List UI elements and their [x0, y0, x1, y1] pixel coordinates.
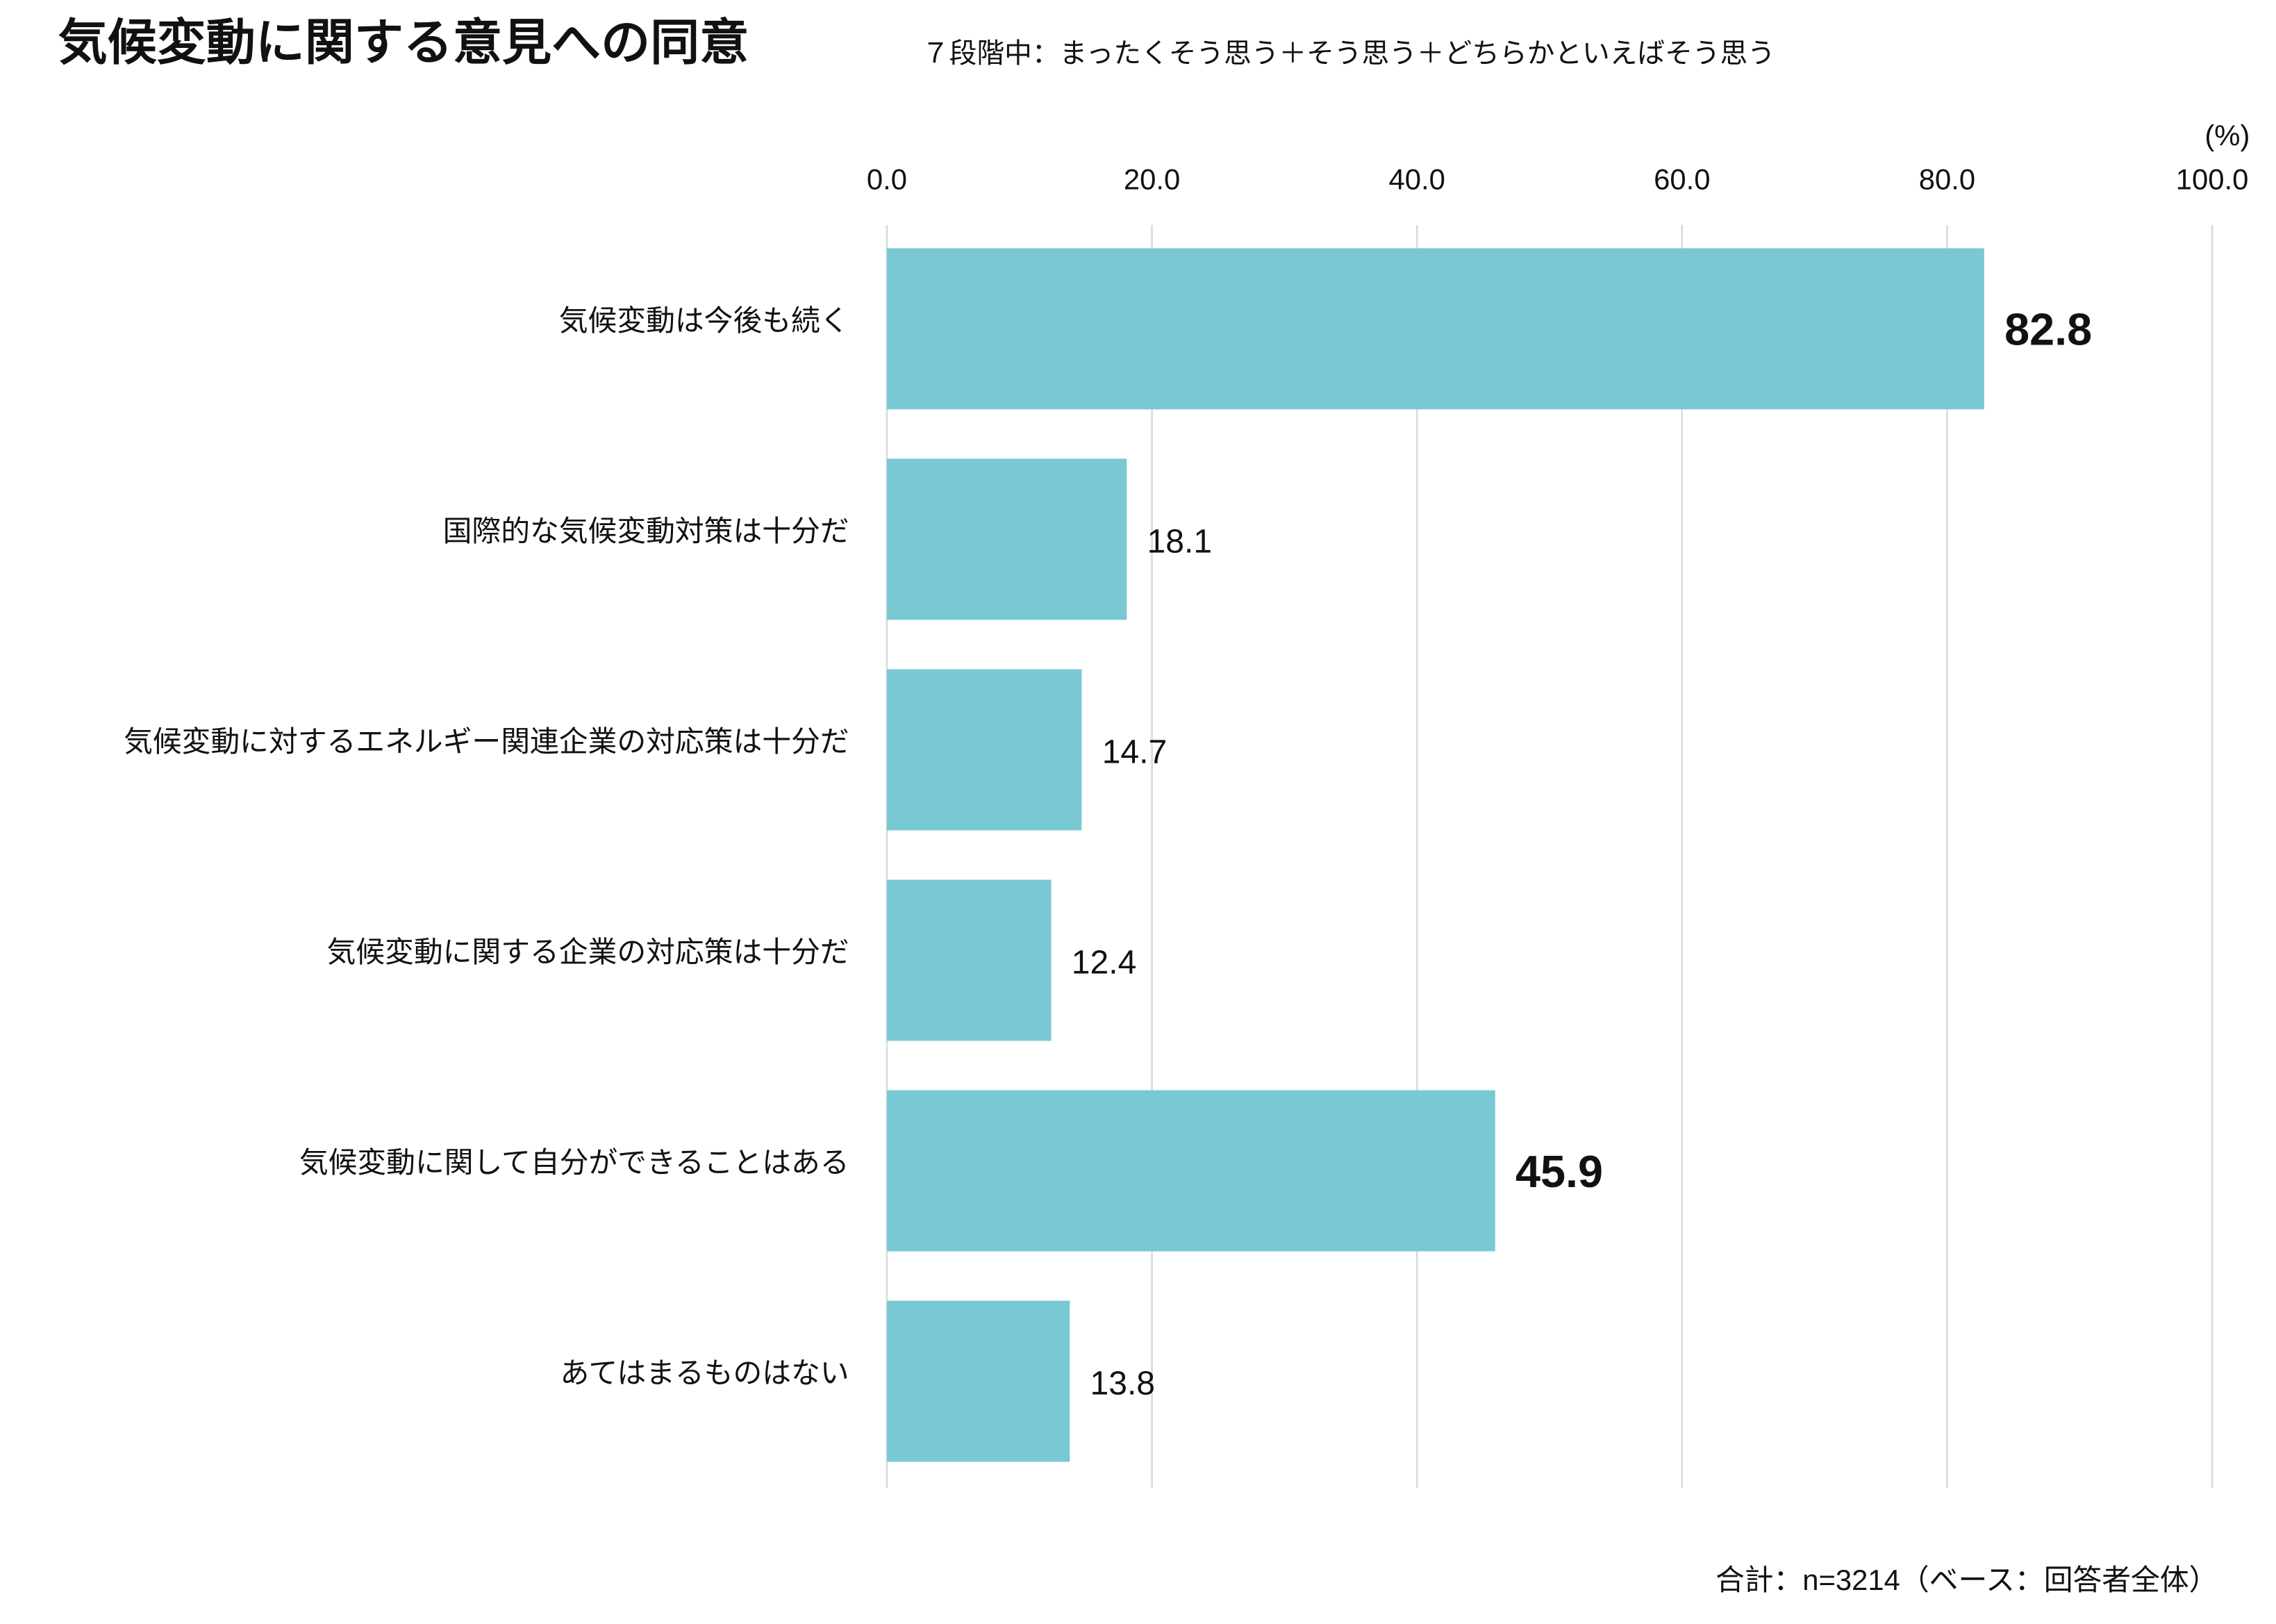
value-label: 12.4 [1072, 943, 1137, 981]
footnote: 合計：n=3214（ベース：回答者全体） [1716, 1564, 2218, 1596]
bar [886, 669, 1082, 831]
bar [886, 879, 1052, 1041]
y-tick-label: 気候変動に対するエネルギー関連企業の対応策は十分だ [124, 725, 849, 758]
x-tick-label: 40.0 [1389, 163, 1445, 195]
y-tick-label: 国際的な気候変動対策は十分だ [443, 515, 849, 547]
value-label: 45.9 [1515, 1146, 1603, 1197]
value-label: 14.7 [1102, 733, 1168, 770]
y-tick-label: あてはまるものはない [560, 1357, 849, 1389]
y-tick-label: 気候変動に関する企業の対応策は十分だ [327, 936, 849, 968]
x-tick-label: 80.0 [1919, 163, 1975, 195]
x-tick-label: 20.0 [1124, 163, 1180, 195]
chart-subtitle: ７段階中：まったくそう思う＋そう思う＋どちらかといえばそう思う [922, 38, 1775, 69]
bar [886, 1090, 1495, 1252]
value-label: 82.8 [2004, 304, 2092, 355]
unit-label: (%) [2204, 119, 2250, 152]
bar [886, 458, 1127, 620]
bar [886, 1300, 1070, 1462]
chart-title: 気候変動に関する意見への同意 [58, 16, 749, 71]
y-tick-label: 気候変動に関して自分ができることはある [299, 1146, 849, 1179]
value-label: 18.1 [1147, 522, 1213, 560]
bar [886, 248, 1984, 410]
y-tick-label: 気候変動は今後も続く [559, 304, 849, 337]
x-tick-label: 100.0 [2176, 163, 2249, 195]
x-tick-label: 0.0 [867, 163, 907, 195]
x-tick-label: 60.0 [1654, 163, 1710, 195]
value-label: 13.8 [1090, 1365, 1156, 1402]
